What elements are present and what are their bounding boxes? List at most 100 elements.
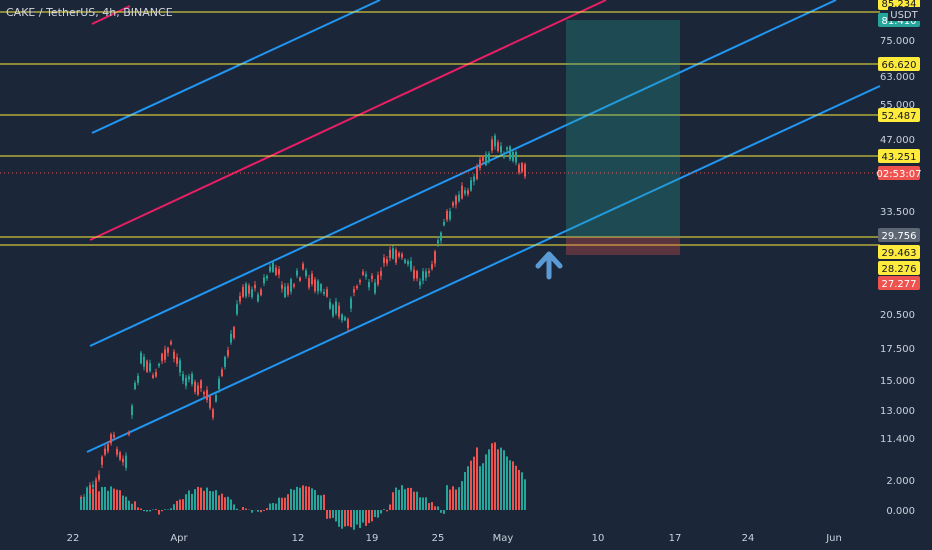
oscillator-bar [98,491,100,510]
candle-body [338,305,340,317]
oscillator-bar [371,510,373,522]
oscillator-bar [275,503,277,510]
candle-body [269,266,271,272]
candle-body [170,341,172,345]
candle-body [263,277,265,284]
candle-body [392,248,394,259]
candle-body [179,360,181,373]
oscillator-bar [110,486,112,510]
oscillator-bar [392,492,394,510]
oscillator-bar [302,485,304,510]
candle-body [437,240,439,244]
oscillator-bar [365,510,367,526]
candle-body [128,432,130,435]
candle-body [380,271,382,276]
candle-body [503,155,505,158]
oscillator-bar [212,491,214,510]
oscillator-bar [170,508,172,510]
oscillator-bar [458,487,460,510]
oscillator-bar [401,485,403,510]
oscillator-bar [287,494,289,510]
channel-upper-line[interactable] [91,0,381,134]
oscillator-bar [218,495,220,510]
candle-body [110,434,112,444]
candle-body [452,202,454,206]
oscillator-bar [257,510,259,512]
price-tag-bg [878,108,920,122]
oscillator-bar [380,510,382,514]
oscillator-bar [116,489,118,510]
oscillator-bar [347,510,349,527]
candle-body [455,196,457,205]
oscillator-bar [344,510,346,527]
oscillator-bar [452,486,454,510]
oscillator-bar [152,509,154,510]
horizontal-levels [0,11,880,246]
oscillator-bar [191,493,193,510]
oscillator-bar [350,510,352,528]
oscillator-bar [524,479,526,510]
candle-body [344,317,346,321]
candle-body [404,259,406,263]
oscillator-bar [440,510,442,513]
oscillator-bar [146,510,148,512]
oscillator-bar [122,495,124,510]
oscillator-bar [95,487,97,510]
oscillator-bar [290,488,292,510]
price-tag: 85.234 [882,0,917,10]
candle-body [335,301,337,314]
candle-body [200,380,202,389]
candle-body [167,347,169,353]
up-arrow-icon[interactable] [535,251,563,280]
candle-body [254,284,256,289]
candle-body [146,360,148,372]
x-tick-label: May [493,533,514,544]
candle-body [140,352,142,364]
oscillator-bar [515,465,517,510]
price-axis[interactable]: 75.000 63.000 55.000 47.000 33.500 20.500 17.5… [880,36,915,517]
oscillator-bar [353,510,355,530]
oscillator-bar [101,487,103,510]
x-tick-label: 12 [292,533,305,544]
candle-body [416,271,418,279]
candle-body [209,396,211,408]
oscillator-bar [383,509,385,510]
candle-body [215,395,217,402]
oscillator-bar [473,456,475,510]
oscillator-bar [140,508,142,510]
candle-body [278,269,280,275]
candle-body [386,259,388,264]
oscillator-bar [500,447,502,510]
candle-body [173,351,175,359]
candle-body [239,296,241,302]
median-line-upper[interactable] [91,5,131,25]
oscillator-bar [203,490,205,510]
candle-body [281,284,283,289]
oscillator-bar [305,486,307,510]
candle-body [227,350,229,356]
candle-body [443,221,445,226]
price-tag: 81.410 [882,16,917,27]
oscillator-bar [455,489,457,510]
candle-body [176,357,178,364]
channel-middle-line[interactable] [89,0,837,347]
candle-body [308,278,310,288]
price-tag-bg [878,166,920,180]
candle-body [212,409,214,418]
time-axis[interactable]: 22 Apr 12 19 25 May 10 17 24 Jun [67,533,842,544]
price-tag-bg [878,149,920,163]
oscillator-bar [113,488,115,510]
oscillator-bar [179,499,181,510]
position-target-zone[interactable] [566,20,680,237]
candle-body [104,448,106,455]
median-line-lower[interactable] [89,0,607,241]
oscillator-bar [386,510,388,512]
candle-body [500,145,502,153]
oscillator-bar [104,486,106,510]
position-stop-zone[interactable] [566,237,680,255]
candle-body [374,282,376,294]
candle-body [314,279,316,291]
y-tick-label: 47.000 [880,135,915,146]
candle-body [332,305,334,317]
